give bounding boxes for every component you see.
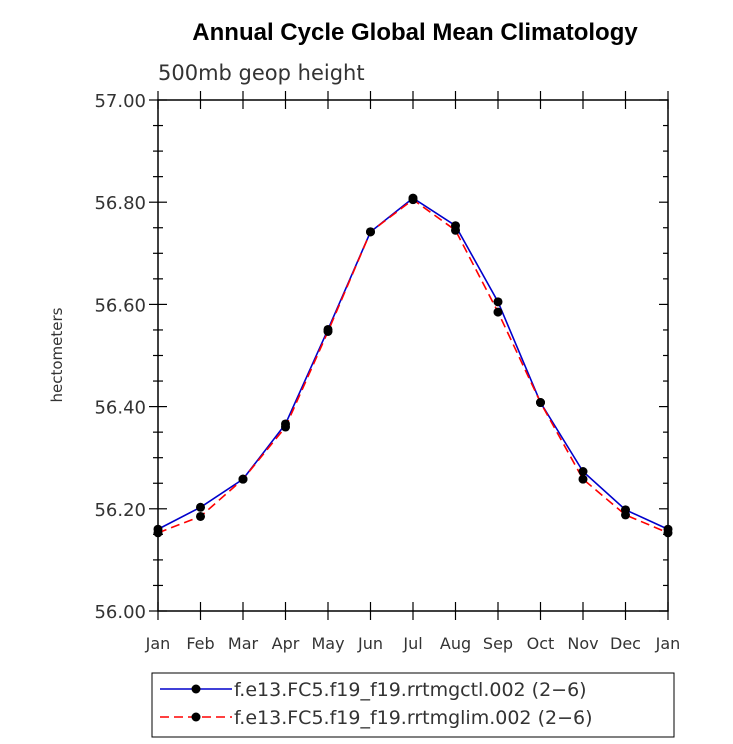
x-tick-label: Oct [527, 634, 555, 653]
x-tick-label: Feb [186, 634, 214, 653]
x-tick-label: Jan [145, 634, 171, 653]
data-point-series-2 [366, 227, 375, 237]
data-point-series-2 [281, 422, 290, 432]
data-point-series-1 [196, 502, 205, 512]
x-tick-label: Nov [567, 634, 598, 653]
legend-box [151, 672, 675, 738]
data-point-series-2 [536, 398, 545, 408]
x-tick-label: Sep [483, 634, 513, 653]
legend-marker-1 [191, 684, 201, 694]
chart-title: Annual Cycle Global Mean Climatology [192, 19, 638, 46]
x-tick-label: Dec [610, 634, 641, 653]
chart-subtitle: 500mb geop height [158, 61, 365, 85]
data-point-series-2 [451, 225, 460, 235]
data-point-series-2 [238, 474, 248, 484]
y-tick-label: 56.00 [94, 602, 146, 623]
data-point-series-2 [323, 326, 333, 336]
legend-label-1: f.e13.FC5.f19_f19.rrtmgctl.002 (2−6) [234, 679, 587, 701]
data-point-series-2 [578, 474, 588, 484]
y-axis-label: hectometers [48, 307, 66, 402]
data-point-series-2 [663, 528, 673, 538]
y-tick-label: 57.00 [94, 91, 146, 112]
x-tick-label: Jan [655, 634, 681, 653]
legend: f.e13.FC5.f19_f19.rrtmgctl.002 (2−6) f.e1… [151, 672, 675, 738]
data-point-series-2 [408, 195, 418, 205]
data-point-series-2 [493, 307, 503, 317]
data-point-series-2 [621, 510, 630, 520]
x-tick-label: Jul [402, 634, 422, 653]
y-tick-label: 56.40 [94, 398, 146, 419]
series-line-1 [157, 197, 669, 530]
data-point-series-1 [493, 297, 503, 307]
plot-frame [157, 99, 669, 612]
data-point-series-2 [196, 511, 205, 521]
y-axis: 56.00 56.20 56.40 56.60 56.80 57.00 [94, 91, 668, 623]
x-axis: Jan Feb Mar Apr May Jun Jul Aug Sep Oct Nov Dec Jan [145, 91, 681, 653]
x-tick-label: Aug [440, 634, 471, 653]
x-tick-label: Jun [357, 634, 383, 653]
x-tick-label: Mar [228, 634, 259, 653]
x-tick-label: Apr [272, 634, 300, 653]
legend-label-2: f.e13.FC5.f19_f19.rrtmglim.002 (2−6) [234, 707, 593, 729]
data-point-series-2 [153, 528, 163, 538]
data-point-series-1 [578, 466, 588, 476]
series-line-2 [157, 198, 669, 534]
legend-marker-2 [191, 712, 201, 722]
series-layer [153, 193, 673, 538]
x-tick-label: May [311, 634, 344, 653]
y-tick-label: 56.60 [94, 295, 146, 316]
y-tick-label: 56.20 [94, 500, 146, 521]
y-tick-label: 56.80 [94, 193, 146, 214]
